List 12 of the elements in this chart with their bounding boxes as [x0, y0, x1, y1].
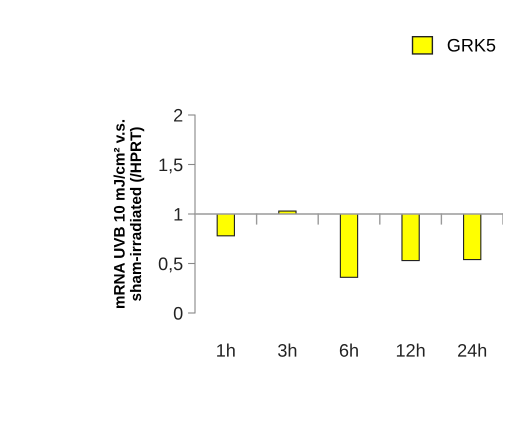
y-tick-label: 0,5	[158, 257, 182, 272]
x-tick-label: 3h	[278, 344, 296, 357]
x-tick-label: 1h	[217, 344, 235, 357]
x-tick-label: 6h	[340, 344, 358, 357]
y-tick-label: 1,5	[159, 158, 182, 174]
y-tick-label: 0	[174, 306, 182, 320]
x-tick-label: 12h	[396, 344, 424, 357]
y-tick-label: 1	[174, 208, 182, 221]
y-axis-title: mRNA UVB 10 mJ/cm² v.s. sham-irradiated (/HPRT)	[114, 120, 144, 308]
y-tick-label: 2	[174, 108, 182, 122]
x-tick-label: 24h	[458, 344, 486, 357]
legend-label: GRK5	[448, 38, 496, 52]
